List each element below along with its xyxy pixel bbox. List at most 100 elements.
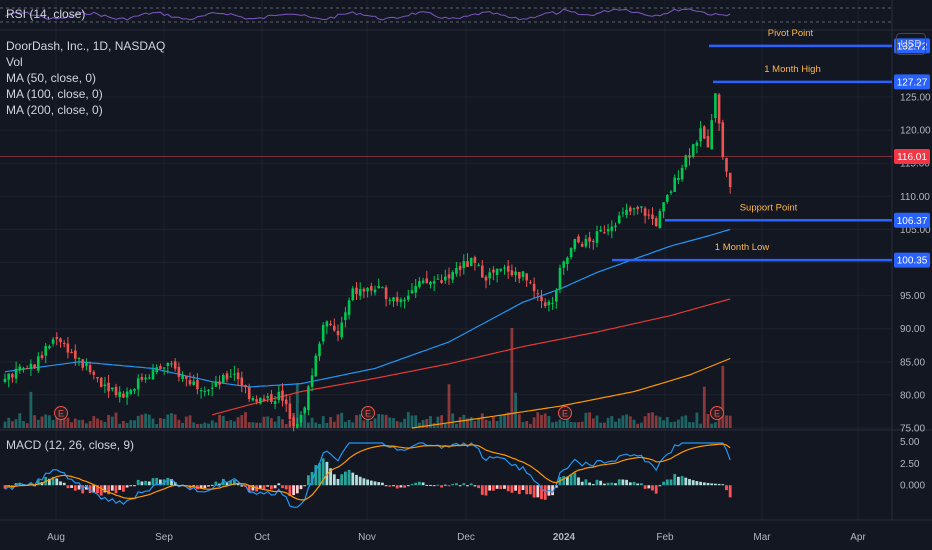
volume-bar [14,419,18,428]
candle-body [621,212,625,214]
rsi-pane [0,7,892,23]
candle-body [647,214,651,216]
candle-body [333,325,336,331]
price-tag [894,252,930,268]
macd-histogram-bar [307,475,310,486]
candle-body [303,407,306,414]
macd-histogram-bar [270,485,273,490]
candle-body [229,376,232,378]
candle-body [162,367,166,369]
volume-bar [118,423,122,428]
macd-histogram-bar [699,481,702,486]
candle-body [340,322,343,338]
volume-bar [247,422,251,428]
macd-histogram-bar [603,483,606,486]
macd-histogram-bar [292,485,295,496]
volume-bar [425,418,429,428]
volume-bar [543,413,547,428]
macd-histogram-bar [577,477,580,486]
macd-histogram-bar [358,476,362,486]
macd-histogram-bar [506,485,510,492]
volume-bar [569,421,573,428]
macd-histogram-bar [688,479,691,486]
macd-histogram-bar [321,458,325,486]
candle-body [366,287,369,292]
y-tick-label: 95.00 [900,291,925,302]
candle-body [70,351,73,353]
candle-body [196,380,199,390]
volume-bar [81,419,85,428]
candle-body [566,257,569,265]
candle-body [74,350,77,359]
level-label: 1 Month Low [715,242,770,253]
macd-histogram-bar [332,474,336,486]
macd-histogram-bar [691,480,695,486]
candle-body [562,261,565,268]
macd-histogram-bar [588,482,591,486]
candle-body [29,363,33,369]
volume-bar [406,412,410,428]
macd-legend: MACD (12, 26, close, 9) [6,437,134,453]
volume-bar [492,417,495,428]
candle-body [721,122,725,158]
macd-histogram-bar [273,485,277,489]
volume-bar [447,384,451,428]
candle-body [577,236,580,243]
earnings-label: E [365,409,371,419]
volume-bar [710,423,714,428]
volume-bar [410,415,414,428]
macd-histogram-bar [395,485,399,489]
volume-bar [99,420,103,428]
price-labels: 132.72 127.27 116.01 106.37 100.35 [894,38,930,268]
macd-histogram-bar [566,476,569,486]
price-tag-text: 100.35 [897,256,928,267]
candle-body [270,394,273,402]
ma100-label: MA (100, close, 0) [6,87,103,101]
candle-body [240,377,244,386]
candle-body [170,363,173,365]
macd-histogram-bar [414,482,418,486]
volume-bar [281,419,284,428]
candle-body [281,390,284,401]
volume-bar [625,414,628,428]
candle-body [392,297,395,302]
volume-bar [344,421,347,428]
macd-histogram-bar [392,485,395,487]
volume-bar [466,418,469,428]
candle-body [251,398,255,401]
candle-body [477,264,480,266]
candle-body [547,301,551,306]
macd-histogram-bar [495,485,499,489]
candle-body [177,367,181,377]
macd-histogram-bar [381,482,384,486]
volume-bar [621,415,625,428]
macd-histogram-bar [473,485,477,487]
macd-histogram-bar [628,482,632,486]
y-tick-label: 105.00 [900,225,931,236]
candle-body [288,403,292,420]
macd-histogram-bar [595,479,599,486]
volume-bar [473,421,477,428]
volume-bar [314,422,318,428]
volume-bar [92,416,96,428]
macd-histogram-bar [466,485,469,487]
candle-body [573,238,577,250]
macd-tick-label: 2.50 [900,459,920,470]
volume-bar [432,422,436,428]
currency-button[interactable]: USD [896,33,926,55]
macd-histogram-bar [225,481,229,486]
volume-bar [88,421,92,428]
volume-bar [503,415,506,428]
candle-body [96,376,99,379]
macd-histogram-bar [88,485,92,493]
candle-body [370,286,373,291]
macd-histogram-bar [403,485,406,488]
macd-histogram-bar [418,481,421,486]
candle-body [144,377,147,380]
macd-label: MACD (12, 26, close, 9) [6,438,135,452]
candle-body [725,158,728,172]
volume-bar [584,412,588,428]
macd-histogram-bar [129,485,133,487]
macd-histogram-bar [77,485,81,490]
